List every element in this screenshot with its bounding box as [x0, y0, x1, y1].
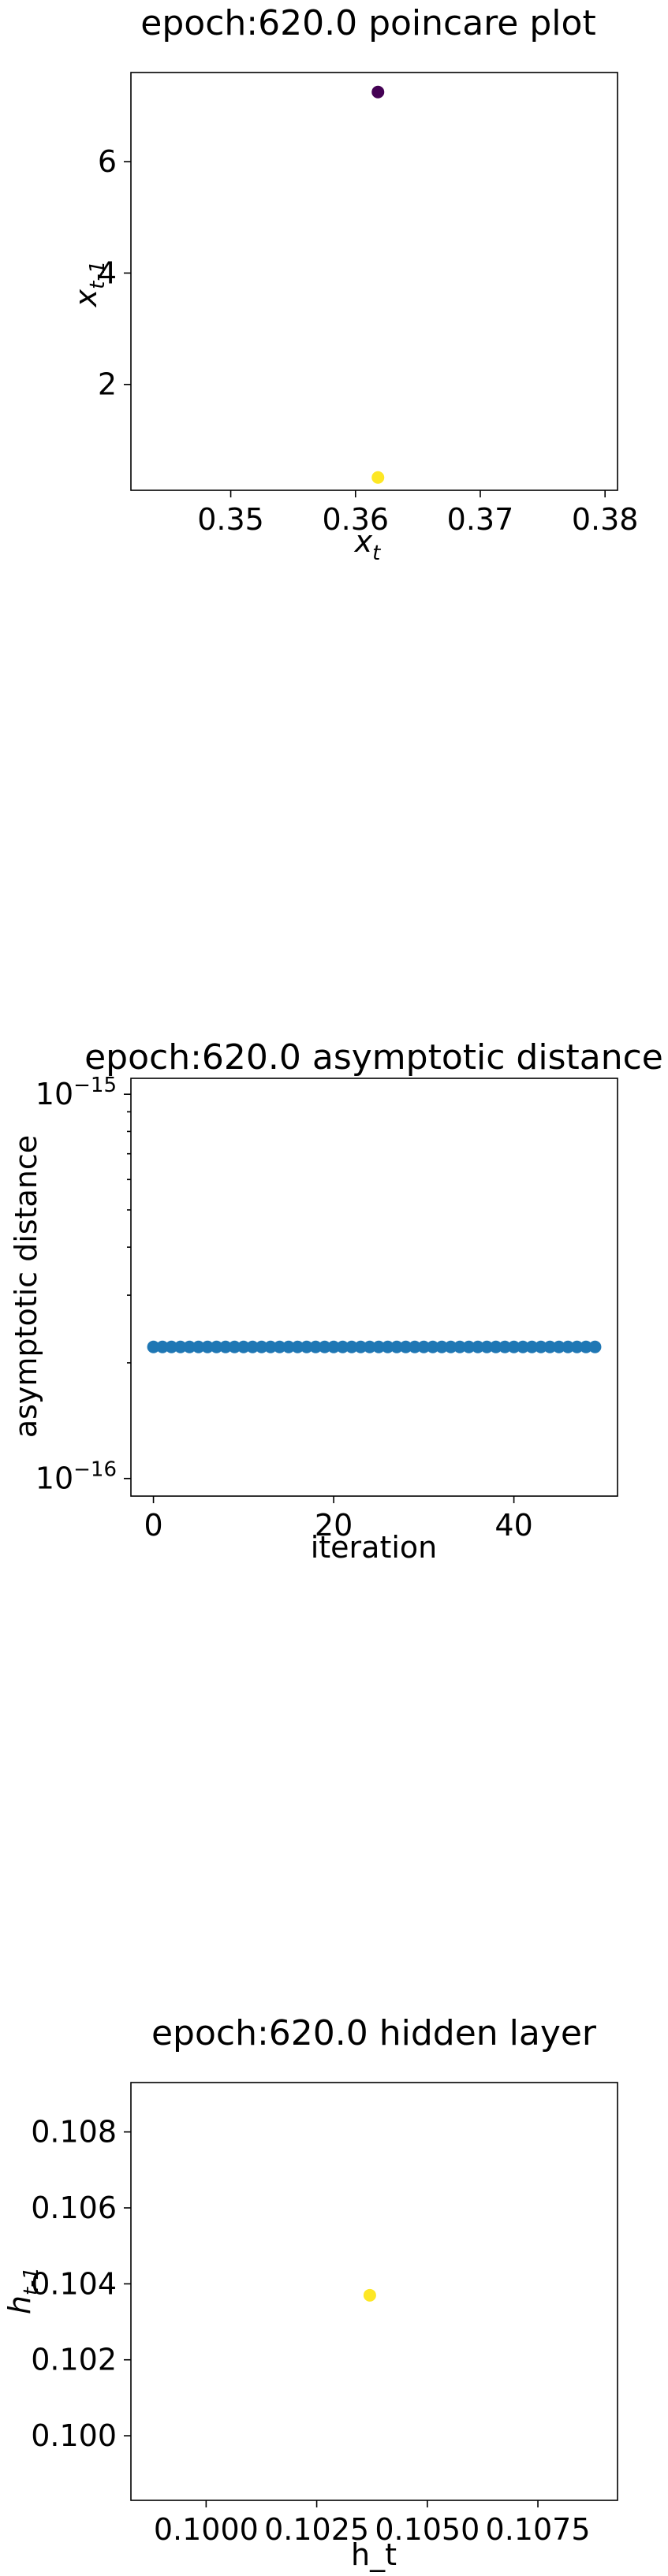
asymptotic-point: [228, 1340, 241, 1353]
asymptotic-point: [462, 1340, 476, 1353]
asymptotic-point: [390, 1340, 404, 1353]
asymptotic-point: [174, 1340, 187, 1353]
asymptotic-point: [147, 1340, 160, 1353]
asymptotic-point: [300, 1340, 313, 1353]
asymptotic-point: [489, 1340, 502, 1353]
poincare-y-ticks: 2 4 6: [98, 144, 131, 402]
asymptotic-point: [498, 1340, 512, 1353]
asymptotic-point: [318, 1340, 331, 1353]
asymptotic-point: [201, 1340, 215, 1353]
asymptotic-point: [534, 1340, 547, 1353]
hidden-points: [363, 2288, 376, 2302]
asymptotic-point: [444, 1340, 457, 1353]
poincare-points: [371, 85, 385, 484]
asymptotic-point: [210, 1340, 223, 1353]
hidden-x-tick-label: 0.1025: [264, 2512, 369, 2547]
asymptotic-point: [155, 1340, 169, 1353]
hidden-y-tick-label: 0.106: [31, 2191, 117, 2225]
hidden-y-tick-label: 0.102: [31, 2343, 117, 2377]
hidden-y-tick-label: 0.104: [31, 2266, 117, 2301]
poincare-title: epoch:620.0 poincare plot: [140, 3, 595, 43]
hidden-x-tick-label: 0.1075: [486, 2512, 591, 2547]
asymptotic-point: [562, 1340, 575, 1353]
hidden-point: [363, 2288, 376, 2302]
asymptotic-point: [399, 1340, 412, 1353]
asymptotic-x-tick-label: 20: [315, 1508, 353, 1543]
hidden-plot-frame: [130, 2082, 618, 2501]
asymptotic-point: [426, 1340, 439, 1353]
asymptotic-distance-chart: epoch:620.0 asymptotic distance 0 20 40 10…: [9, 1037, 663, 1565]
asymptotic-point: [480, 1340, 494, 1353]
asymptotic-point: [507, 1340, 521, 1353]
poincare-y-label: xt-1: [69, 261, 110, 308]
asymptotic-point: [218, 1340, 232, 1353]
asymptotic-point: [291, 1340, 304, 1353]
hidden-x-ticks: 0.1000 0.1025 0.1050 0.1075: [154, 2500, 591, 2547]
asymptotic-y-label: asymptotic distance: [9, 1135, 43, 1438]
asymptotic-point: [327, 1340, 341, 1353]
asymptotic-point: [588, 1340, 602, 1353]
asymptotic-point: [381, 1340, 394, 1353]
hidden-y-ticks: 0.100 0.102 0.104 0.106 0.108: [31, 2115, 131, 2453]
asymptotic-x-label: iteration: [311, 1530, 438, 1565]
asymptotic-x-ticks: 0 20 40: [144, 1496, 533, 1543]
poincare-y-tick-label: 2: [98, 367, 117, 402]
asymptotic-point: [264, 1340, 278, 1353]
asymptotic-point: [517, 1340, 530, 1353]
asymptotic-point: [417, 1340, 431, 1353]
asymptotic-point: [570, 1340, 584, 1353]
asymptotic-point: [237, 1340, 250, 1353]
hidden-y-tick-label: 0.108: [31, 2115, 117, 2150]
asymptotic-point: [309, 1340, 323, 1353]
hidden-x-tick-label: 0.1000: [154, 2512, 259, 2547]
asymptotic-point: [255, 1340, 268, 1353]
asymptotic-point: [192, 1340, 205, 1353]
asymptotic-point: [543, 1340, 557, 1353]
poincare-y-tick-label: 6: [98, 144, 117, 179]
asymptotic-x-tick-label: 0: [144, 1508, 162, 1543]
poincare-x-tick-label: 0.37: [447, 502, 514, 537]
asymptotic-point: [372, 1340, 386, 1353]
asymptotic-point: [165, 1340, 178, 1353]
asymptotic-y-tick-label: 10−15: [35, 1074, 117, 1111]
hidden-x-label: h_t: [351, 2537, 397, 2572]
poincare-point: [371, 471, 385, 484]
poincare-y-tick-label: 4: [98, 255, 117, 290]
poincare-x-label: xt: [354, 524, 382, 565]
asymptotic-point: [435, 1340, 449, 1353]
asymptotic-point: [408, 1340, 421, 1353]
asymptotic-point: [552, 1340, 565, 1353]
asymptotic-point: [580, 1340, 593, 1353]
asymptotic-point: [183, 1340, 196, 1353]
asymptotic-y-tick-label: 10−16: [35, 1458, 117, 1496]
asymptotic-point: [246, 1340, 259, 1353]
asymptotic-point: [273, 1340, 286, 1353]
asymptotic-point: [345, 1340, 358, 1353]
asymptotic-point: [282, 1340, 295, 1353]
asymptotic-point: [363, 1340, 376, 1353]
asymptotic-point: [336, 1340, 349, 1353]
asymptotic-distance-title: epoch:620.0 asymptotic distance: [84, 1037, 663, 1078]
asymptotic-point: [525, 1340, 539, 1353]
hidden-x-tick-label: 0.1050: [375, 2512, 480, 2547]
hidden-y-tick-label: 0.100: [31, 2418, 117, 2453]
poincare-x-tick-label: 0.38: [572, 502, 639, 537]
asymptotic-x-tick-label: 40: [494, 1508, 532, 1543]
asymptotic-y-ticks: 10−16 10−15: [35, 1074, 131, 1496]
asymptotic-point: [471, 1340, 484, 1353]
hidden-y-label: ht-1: [2, 2267, 43, 2314]
hidden-layer-chart: epoch:620.0 hidden layer 0.1000 0.1025 0.1…: [2, 2013, 618, 2572]
poincare-x-tick-label: 0.36: [322, 502, 389, 537]
hidden-layer-title: epoch:620.0 hidden layer: [151, 2013, 597, 2053]
poincare-x-ticks: 0.35 0.36 0.37 0.38: [197, 490, 638, 537]
poincare-x-tick-label: 0.35: [197, 502, 264, 537]
poincare-point: [371, 85, 385, 99]
asymptotic-plot-frame: [130, 1078, 618, 1497]
asymptotic-point: [453, 1340, 467, 1353]
asymptotic-point: [354, 1340, 368, 1353]
poincare-chart: epoch:620.0 poincare plot 0.35 0.36 0.37 0.…: [69, 3, 638, 565]
poincare-plot-frame: [130, 72, 618, 491]
asymptotic-points: [147, 1340, 602, 1353]
